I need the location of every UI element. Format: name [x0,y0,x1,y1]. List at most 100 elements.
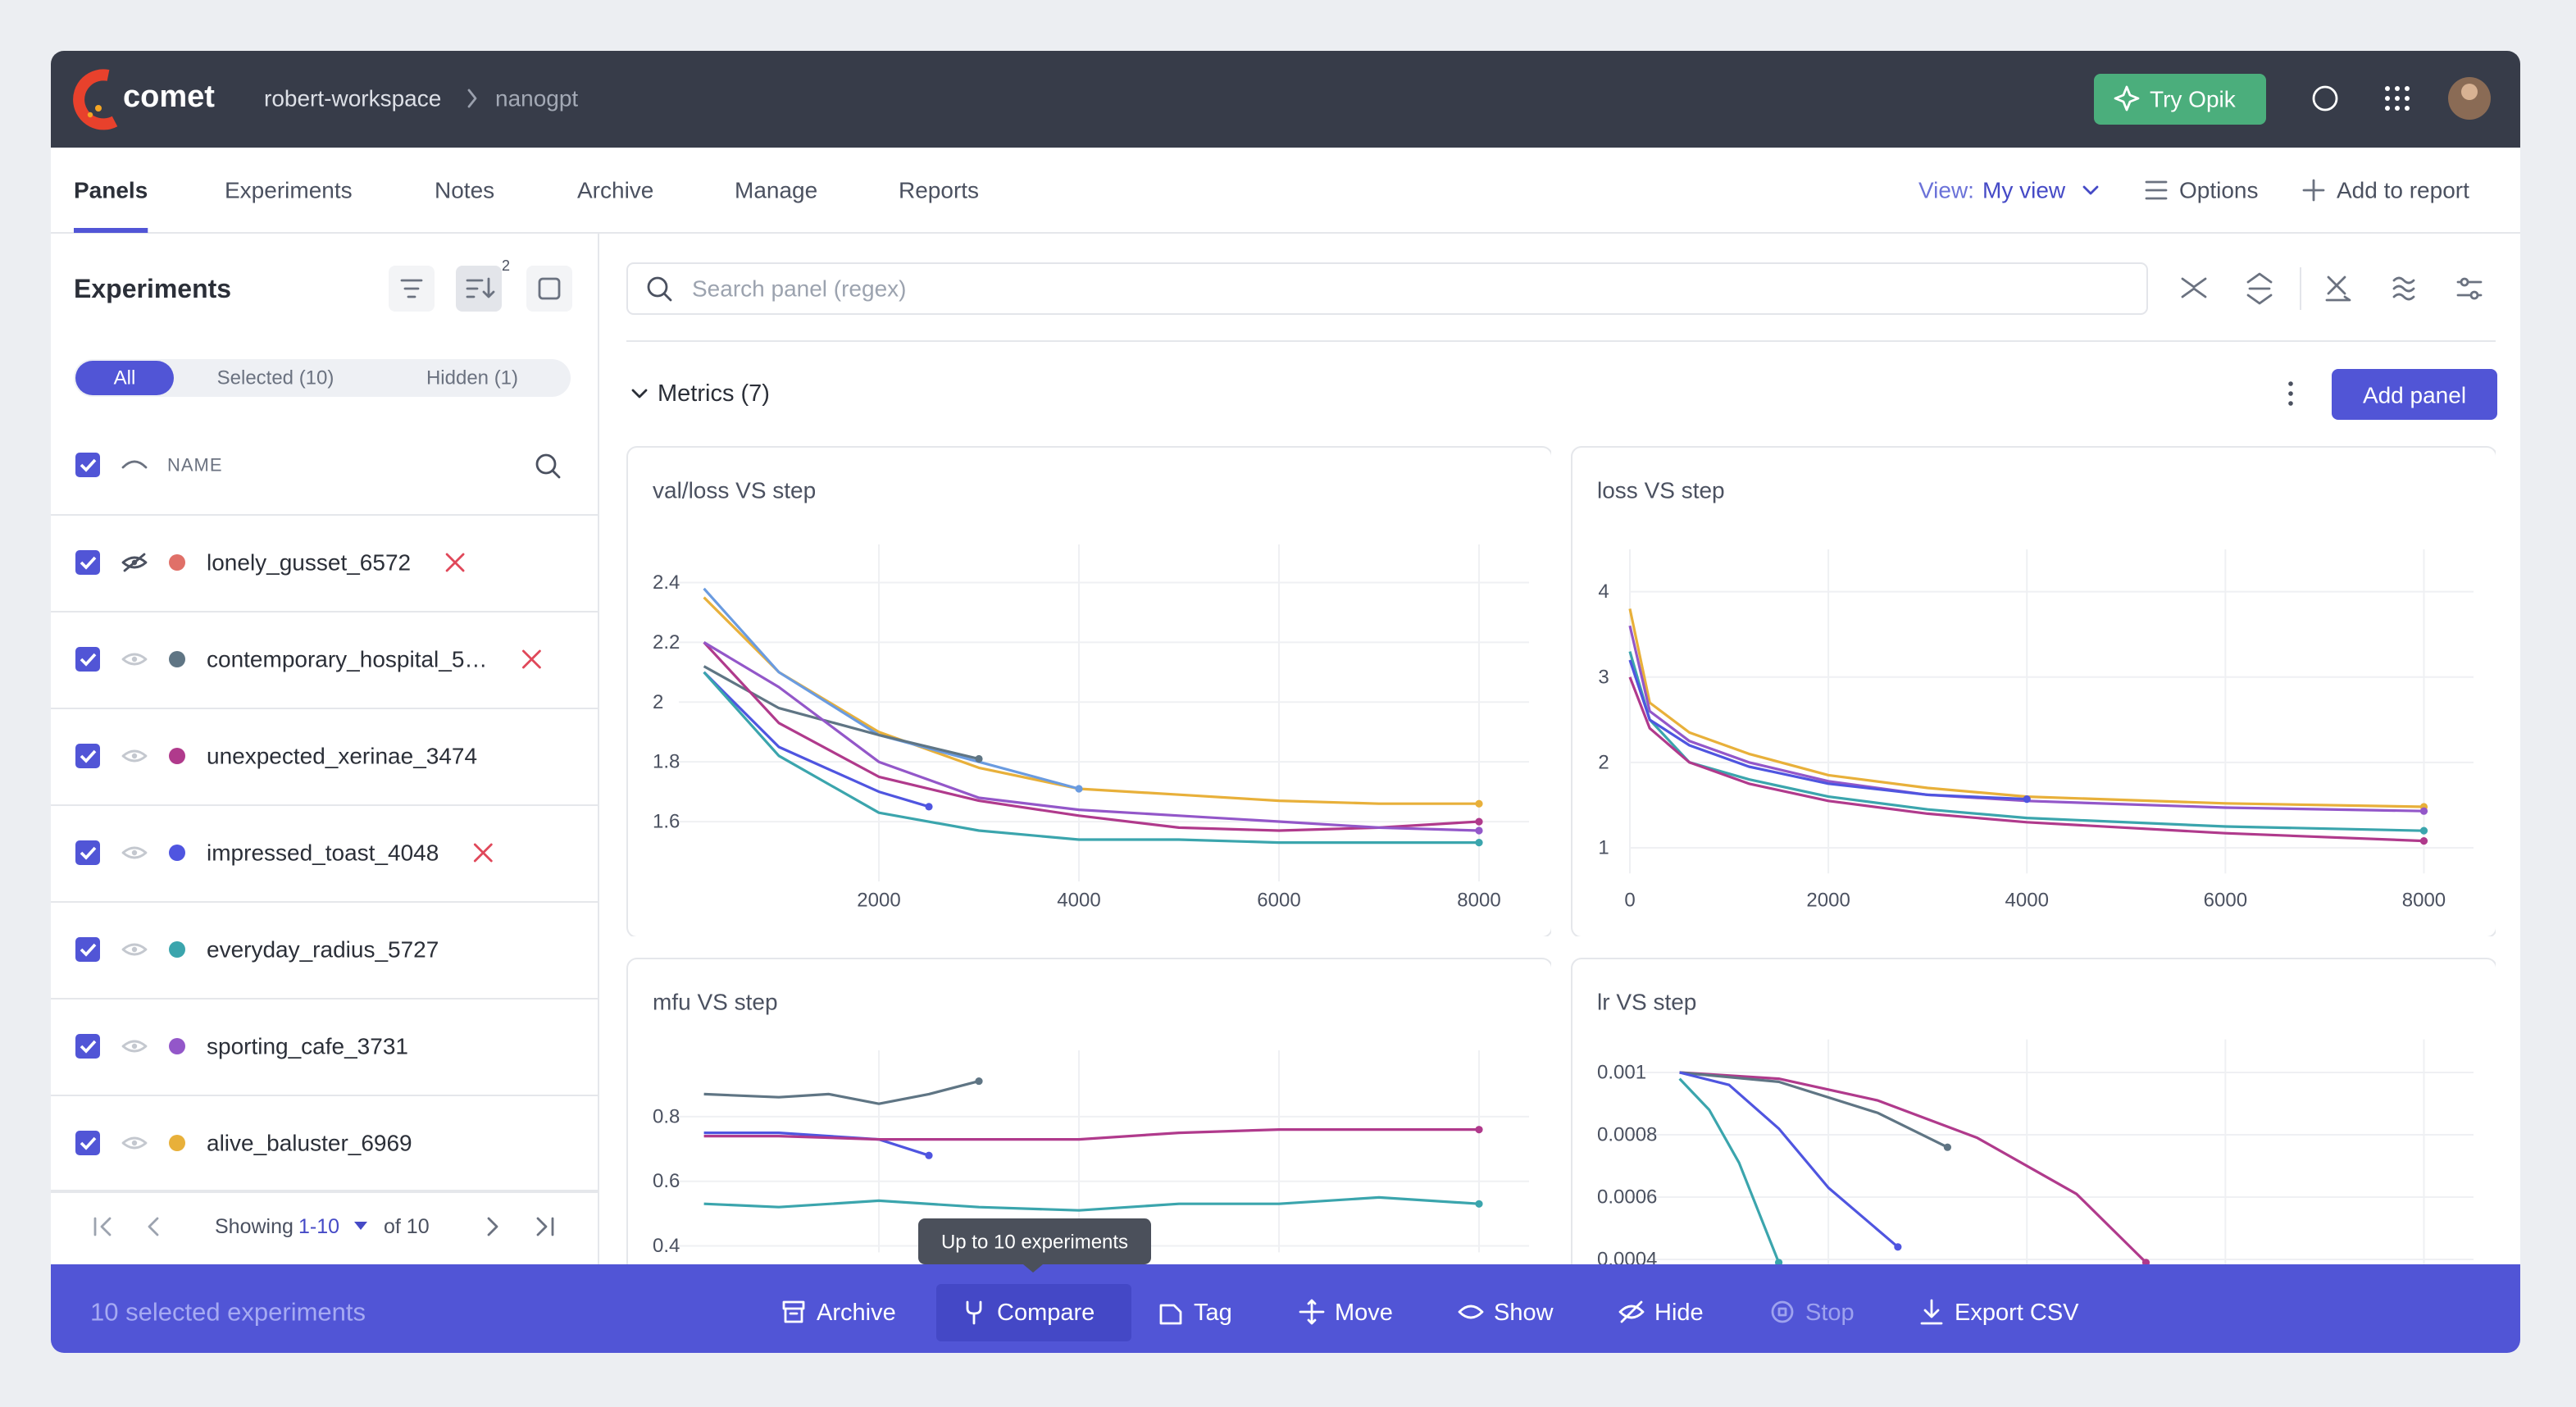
panel-search[interactable] [626,262,2148,315]
breadcrumb-workspace[interactable]: robert-workspace [264,86,441,112]
logo-mark [73,69,118,130]
add-panel-button[interactable] [2332,369,2497,420]
visible-icon[interactable] [121,1040,148,1053]
remove-icon[interactable] [445,553,465,572]
series-line [1628,625,2424,813]
plus-icon [2302,179,2325,202]
series-line [703,641,1480,832]
first-page[interactable] [93,1217,112,1236]
x-tick-label: 0 [1624,890,1635,912]
tooltip-arrow [1023,1264,1043,1273]
options-button[interactable]: Options [2179,178,2259,203]
section-menu[interactable] [2288,381,2293,406]
tab[interactable]: Experiments [225,178,353,203]
tab[interactable]: Notes [435,178,494,203]
row-checkbox[interactable] [75,1034,100,1059]
experiment-name[interactable]: everyday_radius_5727 [207,937,439,963]
experiment-name[interactable]: lonely_gusset_6572 [207,550,411,576]
series-end-dot [2419,826,2428,835]
logo-dot [95,105,102,112]
check [80,1136,97,1150]
tab[interactable]: Panels [74,178,148,203]
tab[interactable]: Manage [735,178,817,203]
columns-icon [538,277,561,300]
sidebar-title: Experiments [74,274,231,303]
try-opik-label[interactable]: Try Opik [2150,87,2237,112]
x-tick-label: 2000 [1806,890,1850,912]
row-checkbox[interactable] [75,840,100,865]
action-button[interactable]: Export CSV [1955,1300,2079,1326]
row-checkbox[interactable] [75,647,100,672]
action-icon [1159,1304,1182,1325]
last-page[interactable] [536,1217,554,1236]
visible-icon[interactable] [121,943,148,956]
columns-button[interactable] [526,266,572,312]
add-to-report-button[interactable]: Add to report [2337,178,2469,203]
action-button[interactable]: Hide [1654,1300,1704,1326]
action-button[interactable]: Tag [1194,1300,1232,1326]
filter-tab[interactable]: All [114,367,136,389]
row-checkbox[interactable] [75,744,100,768]
experiment-name[interactable]: contemporary_hospital_5… [207,647,487,672]
tab[interactable]: Archive [577,178,653,203]
remove-icon[interactable] [473,843,493,863]
view-value[interactable]: My view [1982,178,2066,203]
pagination-range[interactable]: 1-10 [298,1215,339,1238]
series-end-dot [2023,795,2031,804]
experiment-name[interactable]: unexpected_xerinae_3474 [207,744,477,769]
section-title[interactable]: Metrics (7) [658,380,770,407]
action-highlight [936,1284,1131,1341]
prev-page[interactable] [148,1217,159,1236]
row-checkbox[interactable] [75,1131,100,1155]
action-button[interactable]: Show [1494,1300,1554,1326]
breadcrumb-project[interactable]: nanogpt [495,86,578,112]
next-page[interactable] [487,1217,498,1236]
remove-icon[interactable] [522,649,541,669]
smoothing-icon[interactable] [2392,276,2415,301]
row-checkbox[interactable] [75,550,100,575]
experiment-name[interactable]: impressed_toast_4048 [207,840,439,866]
visible-pupil [131,946,138,953]
filter-tab[interactable]: Selected (10) [217,367,335,389]
y-tick-label: 1.6 [653,811,680,833]
action-button[interactable]: Archive [817,1300,896,1326]
row-checkbox[interactable] [75,937,100,962]
x-axis-icon[interactable] [2325,275,2351,302]
visible-pupil [131,559,138,566]
sort-button[interactable] [456,266,502,312]
series-end-dot [1075,785,1083,793]
experiment-name[interactable]: sporting_cafe_3731 [207,1034,408,1059]
add-panel-label[interactable]: Add panel [2363,383,2466,408]
action-icon [1458,1305,1484,1319]
visible-icon[interactable] [121,653,148,666]
tab[interactable]: Reports [899,178,979,203]
expand-icon[interactable] [2246,272,2273,305]
experiment-name[interactable]: alive_baluster_6969 [207,1131,412,1156]
search-icon[interactable] [535,453,557,475]
visible-icon[interactable] [121,846,148,859]
panel-card [1571,958,2496,1264]
action-button[interactable]: Move [1335,1300,1393,1326]
filter-tabs [74,359,571,397]
y-tick-label: 1.8 [653,751,680,773]
y-tick-label: 1 [1598,836,1609,858]
experiment-color [169,1135,185,1151]
visible-pupil [131,656,138,663]
help-icon[interactable] [2312,85,2338,112]
apps-icon[interactable] [2385,86,2410,111]
chart-panel: val/loss VS step 1.6 1.8 2 2.2 2.4 2000 4000 600… [626,446,1551,936]
visible-icon[interactable] [121,749,148,763]
action-button[interactable]: Compare [997,1300,1095,1326]
selected-count: 10 selected experiments [90,1298,366,1327]
collapse-icon[interactable] [2181,277,2207,298]
visible-icon[interactable] [121,1136,148,1150]
view-caret [2082,185,2099,195]
filter-tab[interactable]: Hidden (1) [426,367,518,389]
try-opik-button[interactable] [2094,74,2266,125]
panel-search-icon [647,276,668,298]
y-tick-label: 2.4 [653,571,680,594]
series-line [703,671,1479,845]
select-all-checkbox[interactable] [75,453,100,477]
section-caret[interactable] [631,389,648,398]
